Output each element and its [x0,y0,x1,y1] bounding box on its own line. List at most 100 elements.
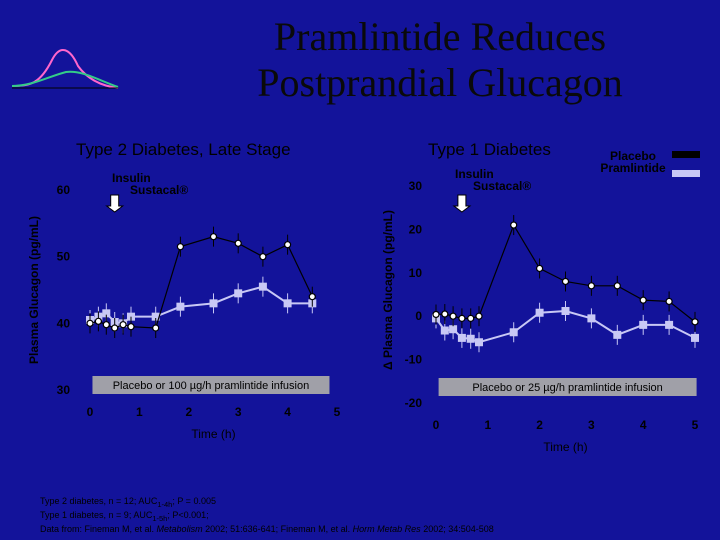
x-tick-label-0-0: 0 [87,405,94,419]
point-pramlintide-1-5 [474,338,483,347]
point-pramlintide-0-2 [102,309,111,318]
point-placebo-0-11 [284,241,292,249]
point-pramlintide-1-8 [561,306,570,315]
legend: Placebo Pramlintide [596,150,670,174]
point-pramlintide-1-2 [449,325,458,334]
footnote-1-sub: 1-4h [157,499,173,509]
footnote-line-1: Type 2 diabetes, n = 12; AUC1-4h; P = 0.… [40,496,494,510]
point-pramlintide-1-1 [440,326,449,335]
x-tick-label-1-3: 3 [588,418,595,432]
y-tick-label-1-0: -20 [405,396,423,410]
footnote-line-3: Data from: Fineman M, et al. Metabolism … [40,524,494,535]
y-tick-label-1-4: 20 [409,222,423,236]
meal-arrow-icon-1 [452,194,472,213]
point-placebo-0-0 [86,319,94,327]
point-pramlintide-1-9 [587,314,596,323]
infusion-label-0: Placebo or 100 µg/h pramlintide infusion [113,380,310,392]
point-pramlintide-1-6 [509,328,518,337]
slide-title: Pramlintide Reduces Postprandial Glucago… [170,14,710,106]
footnote-3-mid: 2002; 51:636-641; Fineman M, et al. [202,523,353,534]
point-pramlintide-0-10 [258,282,267,291]
point-placebo-1-2 [449,312,457,320]
y-axis-label-0: Plasma Glucagon (pg/mL) [27,216,41,364]
y-tick-label-1-2: 0 [415,309,422,323]
footnote-1-end: ; P = 0.005 [172,496,216,506]
meal-arrow-icon-0 [105,194,125,213]
x-tick-label-1-4: 4 [640,418,647,432]
point-pramlintide-1-4 [466,334,475,343]
x-tick-label-1-2: 2 [536,418,543,432]
legend-pramlintide-label: Pramlintide [600,161,666,175]
legend-pramlintide-swatch [672,170,700,177]
point-placebo-1-11 [639,296,647,304]
point-placebo-0-2 [102,321,110,329]
legend-placebo-label: Placebo [609,149,657,163]
y-tick-label-0-3: 60 [57,183,71,197]
point-placebo-0-12 [308,293,316,301]
glucose-curve-logo-icon [11,49,119,89]
y-tick-label-0-0: 30 [57,383,71,397]
point-pramlintide-0-9 [234,289,243,298]
footnote-2-sub: 1-5h [152,513,168,523]
footnote-3-end: 2002; 34:504-508 [420,523,494,534]
footnote-3-text: Data from: Fineman M, et al. [40,523,157,534]
insulin-label-right: Insulin [455,167,494,181]
insulin-label-left: Insulin [112,171,151,185]
point-pramlintide-1-12 [665,320,674,329]
point-placebo-1-8 [561,277,570,286]
title-line-1: Pramlintide Reduces [273,14,607,59]
x-tick-label-1-0: 0 [433,418,440,432]
footnote-3-journal-2: Horm Metab Res [352,523,421,534]
footnote-2-text: Type 1 diabetes, n = 9; AUC [40,509,153,520]
x-tick-label-0-3: 3 [235,405,242,419]
y-tick-label-0-2: 50 [57,250,71,264]
infusion-label-1: Placebo or 25 µg/h pramlintide infusion [472,382,662,394]
point-placebo-0-9 [234,239,242,247]
x-axis-label-0: Time (h) [191,427,235,441]
point-placebo-1-6 [510,221,518,229]
point-pramlintide-0-11 [283,299,292,308]
point-placebo-1-1 [441,310,449,318]
y-tick-label-0-1: 40 [57,316,71,330]
sustacal-label-right: Sustacal® [473,179,532,193]
point-placebo-0-1 [94,317,102,325]
legend-placebo-swatch [672,151,700,158]
point-pramlintide-1-3 [457,333,466,342]
x-tick-label-0-2: 2 [185,405,192,419]
point-placebo-1-4 [467,314,475,322]
point-placebo-1-3 [458,314,466,322]
footnote-1-text: Type 2 diabetes, n = 12; AUC [40,496,158,506]
point-placebo-0-3 [111,324,119,332]
infusion-bar-0 [92,376,330,394]
title-line-2: Postprandial Glucagon [257,60,623,105]
point-pramlintide-1-11 [639,320,648,329]
point-placebo-1-9 [587,282,596,290]
panel-title-type2: Type 2 Diabetes, Late Stage [76,140,291,159]
point-placebo-1-13 [691,318,699,326]
point-placebo-1-0 [432,310,440,319]
x-axis-label-1: Time (h) [543,440,587,454]
x-tick-label-0-1: 1 [136,405,143,419]
point-placebo-1-7 [535,264,544,273]
point-pramlintide-1-10 [613,330,622,339]
point-placebo-0-4 [119,321,127,329]
x-tick-label-0-4: 4 [284,405,291,419]
x-tick-label-1-5: 5 [692,418,699,432]
x-tick-label-1-1: 1 [484,418,491,432]
sustacal-label-left: Sustacal® [130,183,189,197]
point-pramlintide-0-7 [176,302,185,311]
y-tick-label-1-3: 10 [409,266,423,280]
y-tick-label-1-1: -10 [405,353,423,367]
point-placebo-1-10 [613,282,621,290]
y-axis-label-1: Δ Plasma Glucagon (pg/mL) [381,210,395,370]
footnote-line-2: Type 1 diabetes, n = 9; AUC1-5h; P<0.001… [40,510,494,524]
point-placebo-1-5 [475,312,483,320]
meal-annotation-left: Insulin Sustacal® [112,172,188,196]
point-placebo-0-8 [209,233,218,241]
point-pramlintide-1-7 [535,308,544,317]
point-placebo-0-10 [259,253,267,261]
x-tick-label-0-5: 5 [334,405,341,419]
point-pramlintide-1-13 [691,333,699,342]
point-placebo-0-6 [152,324,160,332]
